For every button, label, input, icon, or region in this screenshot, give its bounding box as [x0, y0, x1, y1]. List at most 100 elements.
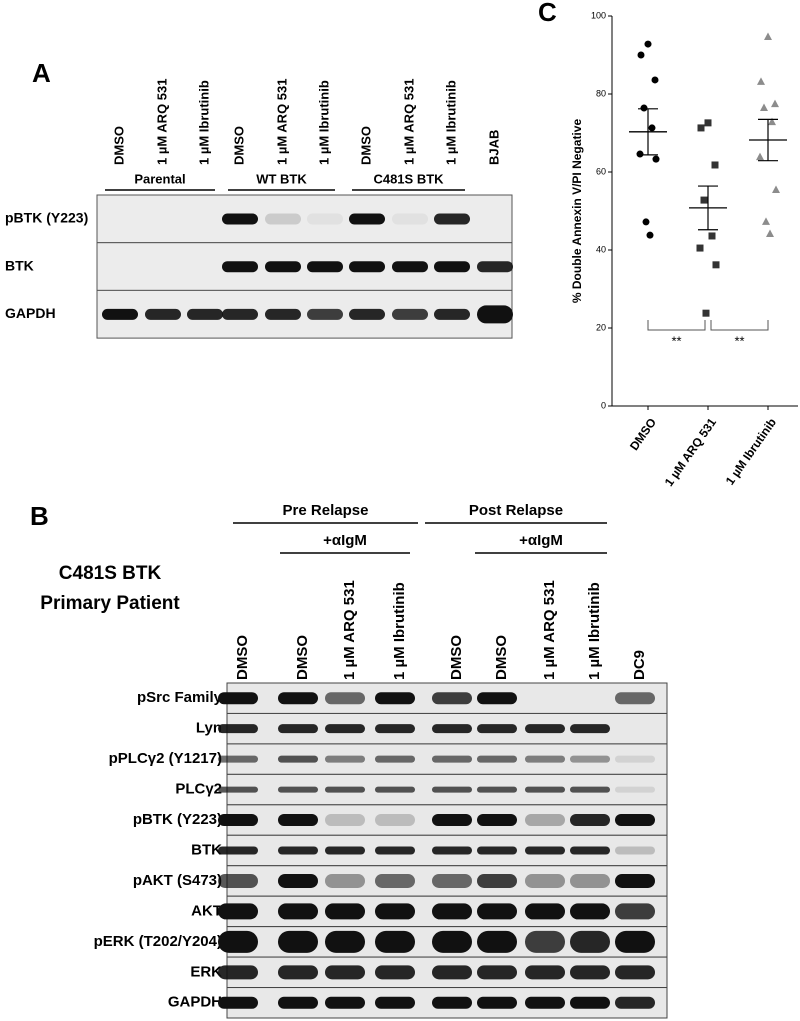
data-point: [651, 76, 659, 84]
data-point: [764, 32, 772, 41]
blot-band: [349, 261, 385, 273]
blot-band: [375, 903, 415, 920]
data-point: [640, 104, 648, 112]
data-point: [637, 51, 645, 59]
significance-bracket: [710, 320, 769, 331]
blot-band: [432, 930, 472, 953]
blot-band: [525, 846, 565, 855]
lane-label: DC9: [631, 650, 648, 680]
data-point: [704, 119, 712, 127]
blot-band: [278, 873, 318, 888]
blot-band: [477, 965, 517, 980]
blot-band: [325, 873, 365, 888]
row-label: BTK: [5, 257, 34, 273]
blot-band: [278, 996, 318, 1009]
blot-band: [477, 786, 517, 793]
blot-band: [375, 930, 415, 953]
blot-band: [615, 755, 655, 763]
blot-band: [218, 846, 258, 855]
data-point: [652, 155, 660, 163]
blot-band: [570, 996, 610, 1009]
blot-band: [325, 786, 365, 793]
blot-band: [375, 965, 415, 980]
blot-band: [525, 996, 565, 1009]
blot-band: [278, 755, 318, 763]
data-point: [712, 261, 720, 269]
blot-band: [325, 965, 365, 980]
error-bar: [698, 185, 718, 231]
data-point: [648, 124, 656, 132]
blot-band: [392, 213, 428, 225]
data-point: [642, 218, 650, 226]
blot-band: [325, 930, 365, 953]
blot-band: [278, 724, 318, 734]
row-label: pPLCγ2 (Y1217): [109, 750, 222, 767]
row-label: GAPDH: [5, 305, 56, 321]
blot-band: [432, 965, 472, 980]
y-tick-label: 80: [596, 88, 606, 98]
patient-header: C481S BTK: [59, 563, 162, 584]
blot-band: [525, 873, 565, 888]
data-point: [696, 244, 704, 252]
y-tick-label: 100: [591, 10, 606, 20]
row-label: pSrc Family: [137, 689, 223, 706]
blot-band: [434, 308, 470, 320]
blot-band: [525, 930, 565, 953]
data-point: [756, 152, 764, 161]
group-label: C481S BTK: [373, 171, 444, 186]
row-label: pERK (T202/Y204): [94, 933, 222, 950]
blot-band: [477, 755, 517, 763]
blot-band: [432, 755, 472, 763]
blot-band: [307, 213, 343, 225]
subgroup-label: +αIgM: [323, 532, 367, 549]
blot-band: [278, 903, 318, 920]
blot-band: [375, 755, 415, 763]
row-label: PLCγ2: [175, 781, 222, 798]
blot-band: [278, 692, 318, 705]
blot-band: [278, 814, 318, 827]
row-label: GAPDH: [168, 994, 222, 1011]
data-point: [768, 117, 776, 126]
blot-band: [265, 261, 301, 273]
row-label: BTK: [191, 841, 222, 858]
blot-band: [375, 724, 415, 734]
blot-band: [477, 903, 517, 920]
y-tick-label: 0: [601, 400, 606, 410]
blot-band: [615, 965, 655, 980]
significance-label: **: [671, 333, 681, 348]
blot-band: [615, 903, 655, 920]
blot-band: [432, 903, 472, 920]
panel-label: B: [30, 501, 49, 531]
blot-band: [477, 692, 517, 705]
blot-band: [222, 308, 258, 320]
data-point: [766, 229, 774, 238]
blot-band: [218, 873, 258, 888]
blot-band: [278, 930, 318, 953]
group-label: WT BTK: [256, 171, 307, 186]
lane-label: DMSO: [111, 126, 126, 165]
blot-band: [615, 846, 655, 855]
blot-band: [570, 755, 610, 763]
blot-band: [525, 786, 565, 793]
blot-band: [278, 786, 318, 793]
blot-band: [325, 755, 365, 763]
blot-band: [218, 786, 258, 793]
significance-label: **: [734, 333, 744, 348]
blot-band: [570, 724, 610, 734]
x-tick-label: 1 µM ARQ 531: [662, 415, 719, 489]
data-point: [760, 103, 768, 112]
row-label: AKT: [191, 902, 222, 919]
data-point: [644, 40, 652, 48]
blot-band: [525, 724, 565, 734]
blot-band: [218, 814, 258, 827]
blot-band: [615, 692, 655, 705]
blot-band: [218, 724, 258, 734]
blot-band: [278, 965, 318, 980]
blot-band: [325, 903, 365, 920]
data-point: [700, 196, 708, 204]
blot-band: [432, 724, 472, 734]
row-label: pAKT (S473): [133, 872, 222, 889]
patient-header: Primary Patient: [40, 593, 180, 614]
lane-label: 1 µM ARQ 531: [274, 79, 289, 165]
y-tick-label: 60: [596, 166, 606, 176]
